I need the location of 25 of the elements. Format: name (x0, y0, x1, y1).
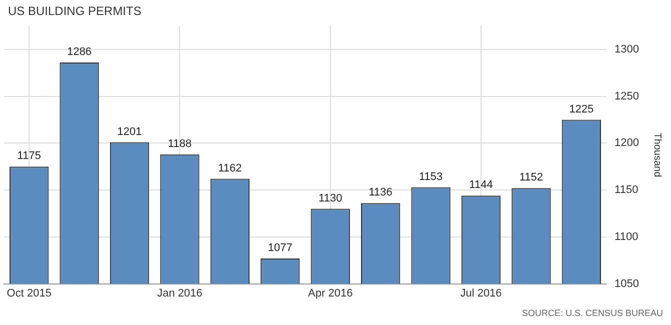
y-tick-label: 1050 (614, 278, 640, 290)
y-tick-label: 1150 (614, 184, 638, 196)
x-tick-label: Jan 2016 (157, 287, 202, 300)
x-tick-label: Oct 2015 (6, 287, 52, 300)
data-label: 1175 (17, 150, 41, 162)
data-label: 1188 (168, 138, 192, 150)
y-tick-label: 1300 (614, 43, 640, 56)
data-label: 1225 (569, 103, 594, 116)
y-tick-label: 1250 (614, 90, 640, 102)
data-label: 1144 (469, 179, 493, 192)
data-label: 1077 (268, 242, 292, 254)
data-label: 1136 (368, 186, 392, 199)
data-label: 1152 (519, 172, 544, 184)
y-axis-title: Thousand (651, 132, 662, 178)
chart-title: US BUILDING PERMITS (8, 4, 142, 18)
data-label: 1162 (218, 162, 242, 174)
data-label: 1130 (318, 192, 342, 204)
y-tick-label: 1200 (614, 137, 640, 150)
source-note: SOURCE: U.S. CENSUS BUREAU (522, 308, 663, 318)
x-tick-label: Jul 2016 (460, 287, 502, 300)
data-label: 1286 (67, 46, 92, 58)
data-label: 1153 (418, 170, 443, 183)
y-tick-label: 1100 (614, 230, 638, 243)
data-label: 1201 (117, 126, 142, 138)
x-tick-label: Apr 2016 (308, 287, 353, 300)
